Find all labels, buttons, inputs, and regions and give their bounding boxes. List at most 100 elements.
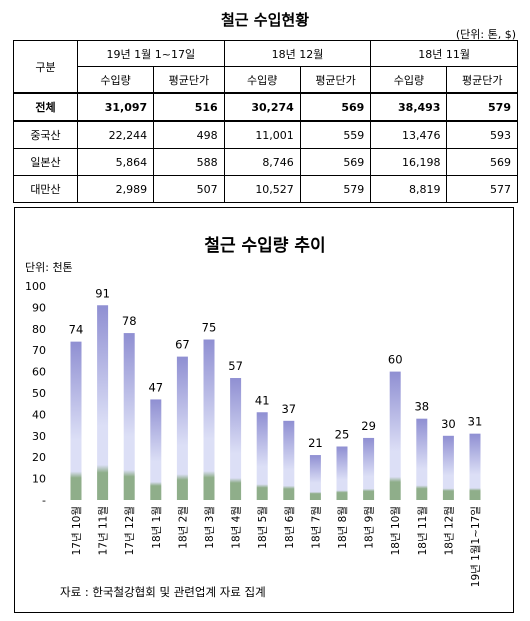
data-label: 57 (228, 359, 243, 373)
data-label: 75 (202, 321, 217, 335)
y-tick-label: 20 (32, 451, 46, 464)
row-label: 중국산 (13, 120, 78, 149)
cell: 5,864 (76, 148, 155, 176)
bar (309, 455, 321, 500)
cell: 579 (446, 92, 518, 122)
bar (150, 399, 162, 500)
cell: 8,819 (370, 175, 448, 203)
bar (203, 339, 215, 500)
bar (230, 378, 242, 500)
cell: 8,746 (223, 148, 301, 176)
data-label: 78 (122, 314, 137, 328)
cell: 577 (446, 175, 518, 203)
bar (256, 412, 268, 500)
y-tick-label: 70 (32, 344, 46, 357)
x-tick-label: 18년 11월 (417, 506, 429, 555)
x-tick-label: 18년 9월 (364, 506, 376, 549)
data-label: 30 (441, 417, 456, 431)
bar (97, 305, 109, 500)
data-label: 60 (388, 353, 403, 367)
y-tick-label: 60 (32, 366, 46, 379)
x-tick-label: 18년 10월 (390, 506, 402, 555)
cell: 10,527 (223, 175, 301, 203)
data-label: 41 (255, 393, 270, 407)
bar (336, 446, 348, 500)
table-header-row: 구분 19년 1월 1~17일 18년 12월 18년 11월 (13, 40, 518, 94)
table-row: 대만산 2,989 507 10,527 579 8,819 577 (13, 175, 518, 203)
bar (363, 437, 375, 500)
cell: 13,476 (370, 120, 448, 149)
period-header: 18년 11월 (370, 40, 518, 67)
y-tick-label: - (42, 494, 46, 507)
x-tick-label: 18년 12월 (443, 506, 455, 555)
table-row: 일본산 5,864 588 8,746 569 16,198 569 (13, 148, 518, 176)
subheader: 수입량 (223, 66, 301, 94)
x-tick-label: 17년 12월 (124, 506, 136, 555)
bar (176, 356, 188, 500)
bar (442, 435, 454, 500)
data-label: 31 (468, 415, 483, 429)
cell: 31,097 (76, 92, 155, 122)
x-tick-label: 18년 5월 (257, 506, 269, 549)
import-table: 구분 19년 1월 1~17일 18년 12월 18년 11월 수입량 평균단가… (13, 40, 518, 203)
bar (123, 333, 135, 500)
y-tick-label: 30 (32, 430, 46, 443)
y-tick-label: 100 (25, 280, 46, 293)
x-tick-label: 18년 2월 (177, 506, 189, 549)
y-tick-label: 50 (32, 387, 46, 400)
data-label: 74 (69, 323, 84, 337)
cell: 30,274 (223, 92, 301, 122)
page-title: 철근 수입현황 (220, 11, 310, 29)
bar (283, 420, 295, 500)
chart-frame (14, 207, 514, 613)
cell: 507 (153, 175, 225, 203)
table-row: 중국산 22,244 498 11,001 559 13,476 593 (13, 120, 518, 149)
data-label: 38 (414, 400, 429, 414)
x-tick-label: 19년 1월1~17일 (469, 506, 482, 587)
bar (469, 433, 481, 500)
x-tick-label: 17년 11월 (98, 506, 110, 555)
subheader: 수입량 (76, 66, 155, 94)
data-label: 37 (281, 402, 296, 416)
y-tick-label: 40 (32, 408, 46, 421)
cell: 11,001 (223, 120, 301, 149)
bar (416, 418, 428, 500)
data-label: 21 (308, 436, 323, 450)
data-label: 67 (175, 338, 190, 352)
cell: 498 (153, 120, 225, 149)
cell: 569 (299, 148, 372, 176)
period-header: 19년 1월 1~17일 (77, 40, 225, 67)
x-tick-label: 18년 1월 (151, 506, 163, 549)
x-tick-label: 18년 3월 (204, 506, 216, 549)
table-subheader-row: 수입량 평균단가 수입량 평균단가 수입량 평균단가 (14, 66, 518, 94)
x-tick-label: 18년 8월 (337, 506, 349, 549)
x-tick-label: 17년 10월 (71, 506, 83, 555)
x-tick-label: 18년 4월 (231, 506, 243, 549)
cell: 16,198 (370, 148, 448, 176)
chart-title: 철근 수입량 추이 (204, 236, 325, 256)
unit-note: (단위: 톤, $) (455, 28, 516, 41)
data-label: 29 (361, 419, 376, 433)
period-header: 18년 12월 (223, 40, 372, 67)
cell: 579 (299, 175, 372, 203)
cell: 569 (299, 92, 372, 122)
bar (70, 341, 82, 500)
cell: 588 (153, 148, 225, 176)
y-axis-label: 단위: 천톤 (25, 260, 73, 274)
cell: 38,493 (370, 92, 448, 122)
x-tick-label: 18년 6월 (284, 506, 296, 549)
y-tick-label: 10 (32, 473, 46, 486)
data-label: 47 (148, 380, 163, 394)
chart-source: 자료 : 한국철강협회 및 관련업계 자료 집계 (60, 585, 266, 599)
table-row: 전체 31,097 516 30,274 569 38,493 579 (13, 92, 518, 122)
y-tick-label: 80 (32, 323, 46, 336)
cell: 516 (153, 92, 225, 122)
cell: 559 (299, 120, 372, 149)
subheader: 평균단가 (153, 66, 225, 94)
row-label: 전체 (13, 92, 78, 122)
bar (389, 371, 401, 500)
y-tick-label: 90 (32, 301, 46, 314)
cell: 2,989 (76, 175, 155, 203)
data-label: 25 (335, 428, 350, 442)
